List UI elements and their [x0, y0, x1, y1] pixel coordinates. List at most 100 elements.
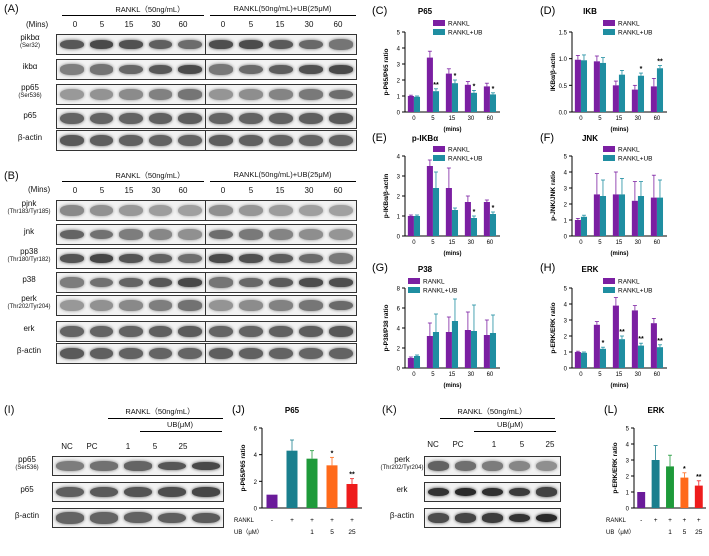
lane-label: 5	[152, 442, 158, 451]
blot-strip	[205, 224, 357, 245]
blot-row-label: β-actin	[2, 133, 58, 142]
condition-mark: +	[654, 517, 658, 524]
blot-band	[158, 487, 186, 497]
chart-panel-label: (L)	[604, 404, 617, 416]
bar-rankl-ub	[413, 96, 421, 112]
bar-rankl	[650, 197, 657, 236]
chart-title: p-IKBα	[412, 134, 438, 143]
y-tick-label: 1	[626, 491, 630, 497]
blot-band	[89, 40, 114, 49]
blot-band	[148, 134, 173, 147]
blot-band	[89, 229, 114, 240]
y-tick-label: 1	[397, 95, 401, 101]
significance-mark: *	[602, 340, 605, 347]
panel-i-ub-rule	[140, 431, 222, 432]
blot-band	[192, 461, 220, 471]
chart-title: P65	[418, 7, 433, 16]
blot-row-label: p38	[2, 275, 56, 284]
blot-band	[209, 299, 233, 312]
bar-rankl-ub	[599, 196, 607, 236]
bar-rankl	[464, 84, 471, 112]
chart-panel-label: (J)	[232, 404, 245, 416]
blot-band	[209, 229, 233, 240]
significance-mark: **	[638, 336, 644, 343]
legend-label: RANKL	[448, 147, 470, 154]
y-tick-label: 2	[564, 335, 568, 341]
bar-rankl	[426, 336, 433, 368]
condition-mark: +	[683, 517, 687, 524]
blot-strip	[56, 200, 206, 221]
legend-swatch	[603, 20, 615, 26]
blot-band	[119, 277, 143, 288]
bar-rankl	[445, 73, 452, 112]
time-label: 0	[220, 20, 226, 29]
blot-strip	[56, 130, 206, 151]
blot-band	[269, 347, 293, 360]
significance-mark: *	[473, 83, 476, 90]
chart-g: (G) P38 0 2 4 6 8 p-P38/P38 ratio 0 5 15 30 60 (mins)…	[372, 262, 500, 389]
y-tick-label: 3	[626, 459, 630, 465]
bar-rankl-ub	[656, 347, 664, 368]
x-tick-label: 5	[431, 116, 435, 122]
time-label: 5	[99, 186, 105, 195]
bar-rankl-ub	[470, 218, 478, 236]
panel-i-ub-header: UB(μM)	[167, 420, 193, 429]
legend-label: RANKL+UB	[448, 156, 483, 163]
condition-mark: +	[350, 517, 354, 524]
blot-band	[329, 347, 353, 360]
bar-rankl	[574, 220, 581, 236]
y-tick-label: 5	[397, 31, 401, 37]
blot-band	[59, 347, 84, 360]
y-tick-label: 4	[254, 453, 258, 459]
blot-strip	[424, 508, 561, 528]
time-label: 30	[304, 20, 314, 29]
bar	[346, 484, 358, 508]
blot-band	[269, 325, 293, 338]
blot-band	[89, 347, 114, 360]
y-tick-label: 6	[397, 307, 401, 313]
lane-label: 1	[125, 442, 131, 451]
x-tick-label: 0	[412, 116, 416, 122]
blot-band	[508, 460, 531, 472]
lane-label: 25	[545, 440, 555, 449]
bar-rankl	[593, 61, 600, 112]
blot-strip	[56, 321, 206, 342]
blot-strip	[205, 34, 357, 55]
bar-rankl	[593, 194, 600, 236]
blot-band	[59, 39, 84, 50]
y-tick-label: 2	[397, 347, 401, 353]
y-tick-label: 4	[397, 47, 401, 53]
blot-band	[56, 512, 84, 524]
blot-row-subtitle: (Ser536)	[18, 93, 42, 99]
x-tick-label: 60	[487, 116, 494, 122]
blot-row-subtitle: (Thr180/Tyr182)	[7, 257, 51, 263]
bar-rankl-ub	[637, 75, 645, 112]
y-tick-label: 3	[397, 63, 401, 69]
chart-panel-label: (E)	[372, 132, 387, 144]
legend-label: RANKL+UB	[618, 156, 653, 163]
time-label: 0	[72, 20, 78, 29]
legend-label: RANKL+UB	[618, 30, 653, 37]
y-axis-label: IKBα/β-actin	[550, 53, 557, 91]
legend-label: RANKL	[423, 279, 445, 286]
y-tick-label: 1	[397, 215, 401, 221]
x-tick-label: 5	[431, 240, 435, 246]
blot-band	[239, 64, 263, 75]
y-tick-label: 1.5	[559, 31, 568, 37]
bar-rankl	[464, 330, 471, 368]
chart-title: ERK	[582, 265, 599, 274]
y-tick-label: 0	[397, 111, 401, 117]
panel-a-rule-right	[210, 15, 356, 16]
blot-row-label: perk (Thr202/Tyr204)	[380, 455, 424, 473]
blot-band	[148, 89, 173, 100]
lane-label: PC	[452, 440, 464, 449]
blot-band	[178, 134, 203, 147]
bar-rankl-ub	[470, 331, 478, 368]
condition-mark: -	[640, 517, 642, 524]
blot-strip	[56, 343, 206, 364]
bar-rankl-ub	[432, 188, 440, 236]
time-label: 30	[151, 186, 161, 195]
blot-band	[178, 228, 203, 240]
chart-title: P65	[285, 406, 300, 415]
